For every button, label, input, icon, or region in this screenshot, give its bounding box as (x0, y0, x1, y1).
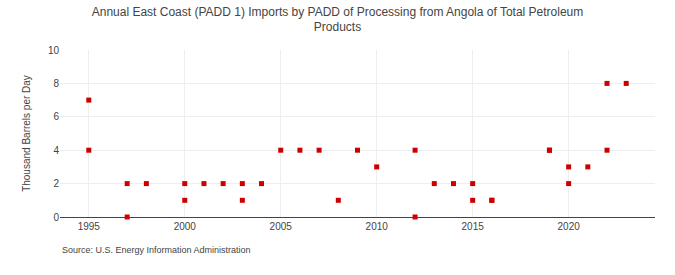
svg-text:0: 0 (53, 212, 59, 223)
svg-text:1995: 1995 (78, 221, 101, 232)
svg-text:2015: 2015 (462, 221, 485, 232)
svg-text:2: 2 (53, 178, 59, 189)
svg-text:Thousand Barrels per Day: Thousand Barrels per Day (21, 75, 32, 192)
svg-text:10: 10 (48, 45, 60, 56)
svg-text:2000: 2000 (174, 221, 197, 232)
svg-text:8: 8 (53, 78, 59, 89)
svg-text:2005: 2005 (270, 221, 293, 232)
svg-text:Annual East Coast (PADD 1) Imp: Annual East Coast (PADD 1) Imports by PA… (92, 5, 584, 35)
svg-text:4: 4 (53, 145, 59, 156)
svg-text:2010: 2010 (366, 221, 389, 232)
svg-text:Source: U.S. Energy Informatio: Source: U.S. Energy Information Administ… (62, 245, 251, 255)
svg-text:6: 6 (53, 111, 59, 122)
svg-text:2020: 2020 (558, 221, 581, 232)
